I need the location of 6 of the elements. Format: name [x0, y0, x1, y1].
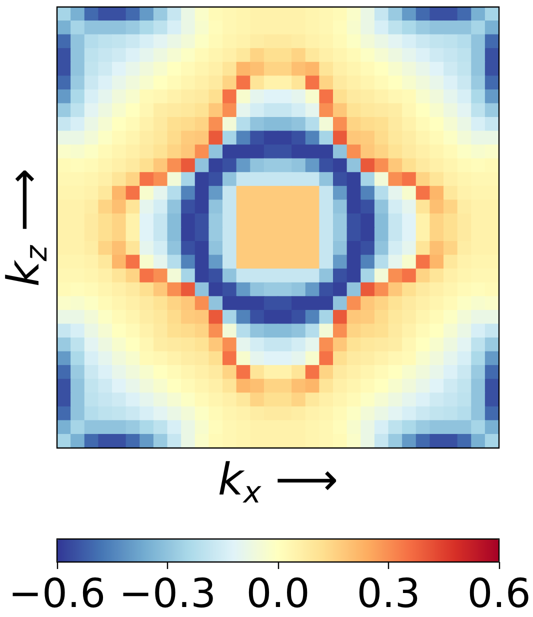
color-bar-label: 0.3 — [356, 571, 420, 617]
color-bar-label: −0.3 — [118, 571, 216, 617]
y-axis-title: kz ⟶ — [0, 168, 54, 287]
color-bar-label: 0.6 — [467, 571, 531, 617]
color-bar-label: −0.6 — [8, 571, 106, 617]
color-bar-label: 0.0 — [246, 571, 310, 617]
